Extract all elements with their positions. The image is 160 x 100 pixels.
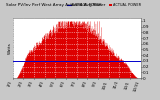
Y-axis label: Watts: Watts <box>7 42 11 54</box>
Legend: AVERAGE POWER, ACTUAL POWER: AVERAGE POWER, ACTUAL POWER <box>67 3 142 8</box>
Text: Solar PV/Inv Perf West Array Actual & Avg Power: Solar PV/Inv Perf West Array Actual & Av… <box>6 3 106 7</box>
